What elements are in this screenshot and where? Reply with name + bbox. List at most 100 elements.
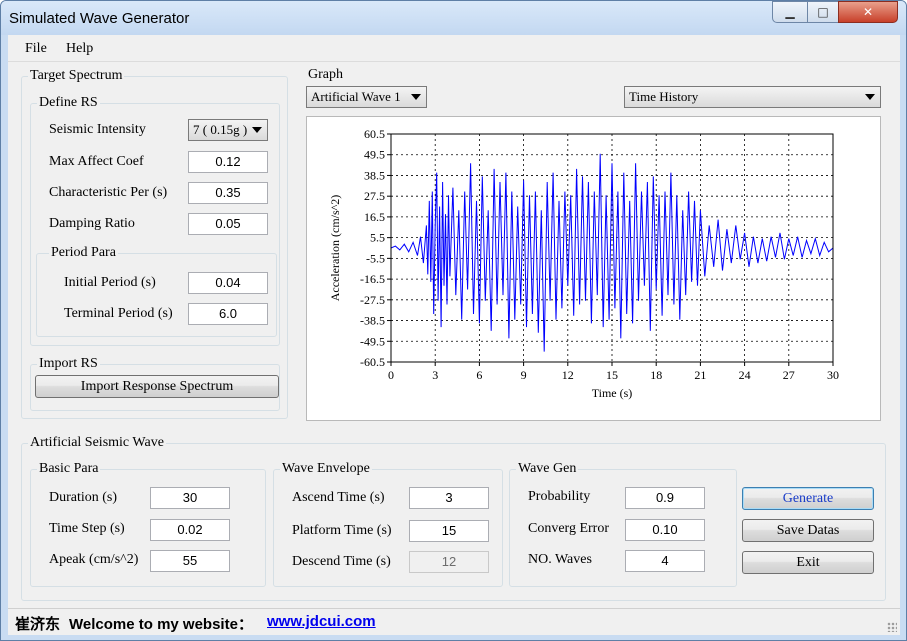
x-axis-label: Time (s)	[592, 386, 633, 400]
x-tick-label: 21	[694, 368, 706, 382]
x-tick-label: 3	[432, 368, 438, 382]
duration-field[interactable]: 30	[150, 487, 230, 509]
x-tick-label: 9	[521, 368, 527, 382]
y-tick-label: 49.5	[364, 148, 385, 162]
max-affect-coef-field[interactable]: 0.12	[188, 151, 268, 173]
wave-select[interactable]: Artificial Wave 1	[306, 86, 427, 108]
time-step-label: Time Step (s)	[49, 521, 125, 536]
x-tick-label: 0	[388, 368, 394, 382]
characteristic-per-label: Characteristic Per (s)	[49, 185, 168, 200]
no-waves-field[interactable]: 4	[625, 550, 705, 572]
seismic-intensity-select[interactable]: 7 ( 0.15g )	[188, 119, 268, 141]
graph-title: Graph	[306, 67, 345, 83]
terminal-period-label: Terminal Period (s)	[64, 306, 173, 321]
exit-button[interactable]: Exit	[742, 551, 874, 574]
x-tick-label: 12	[562, 368, 574, 382]
minimize-button[interactable]: ▁	[772, 1, 808, 23]
characteristic-per-field[interactable]: 0.35	[188, 182, 268, 204]
maximize-button[interactable]: □	[807, 1, 839, 23]
close-icon: ✕	[862, 5, 874, 19]
y-tick-label: -5.5	[366, 251, 385, 265]
y-tick-label: -60.5	[360, 355, 385, 369]
descend-time-field: 12	[409, 551, 489, 573]
ascend-time-label: Ascend Time (s)	[292, 490, 385, 505]
max-affect-coef-label: Max Affect Coef	[49, 154, 144, 169]
platform-time-label: Platform Time (s)	[292, 523, 392, 538]
terminal-period-field[interactable]: 6.0	[188, 303, 268, 325]
view-select-value: Time History	[629, 89, 699, 104]
descend-time-label: Descend Time (s)	[292, 554, 391, 569]
wave-envelope-title: Wave Envelope	[280, 461, 372, 477]
initial-period-field[interactable]: 0.04	[188, 272, 268, 294]
wave-select-value: Artificial Wave 1	[311, 89, 401, 104]
artificial-wave-group: Artificial Seismic Wave Basic Para Durat…	[21, 435, 886, 601]
wave-gen-title: Wave Gen	[516, 461, 579, 477]
y-tick-label: 27.5	[364, 189, 385, 203]
y-tick-label: -27.5	[360, 293, 385, 307]
x-tick-label: 6	[476, 368, 482, 382]
title-bar[interactable]: Simulated Wave Generator ▁ □ ✕	[1, 1, 906, 35]
view-select[interactable]: Time History	[624, 86, 881, 108]
define-rs-group: Define RS Seismic Intensity 7 ( 0.15g ) …	[30, 95, 280, 346]
menu-file[interactable]: File	[25, 41, 47, 56]
import-rs-title: Import RS	[37, 356, 100, 372]
initial-period-label: Initial Period (s)	[64, 275, 156, 290]
damping-ratio-field[interactable]: 0.05	[188, 213, 268, 235]
y-axis-label: Acceleration (cm/s^2)	[328, 195, 342, 302]
graph-panel: 60.5 49.5 38.5 27.5 16.5 5.5 -5.5 -16.5 -27.5 -38…	[306, 116, 881, 421]
seismic-intensity-value: 7 ( 0.15g )	[193, 122, 248, 137]
seismic-intensity-label: Seismic Intensity	[49, 122, 146, 137]
y-tick-label: 38.5	[364, 168, 385, 182]
target-spectrum-group: Target Spectrum Define RS Seismic Intens…	[21, 68, 288, 419]
time-history-chart: 60.5 49.5 38.5 27.5 16.5 5.5 -5.5 -16.5 -27.5 -38…	[328, 127, 839, 400]
y-tick-label: -38.5	[360, 314, 385, 328]
apeak-label: Apeak (cm/s^2)	[49, 552, 139, 567]
plot-frame	[390, 133, 834, 363]
generate-button[interactable]: Generate	[742, 487, 874, 510]
y-tick-label: -49.5	[360, 334, 385, 348]
apeak-field[interactable]: 55	[150, 550, 230, 572]
wave-envelope-group: Wave Envelope Ascend Time (s) 3 Platform…	[273, 461, 503, 587]
period-para-group: Period Para Initial Period (s) 0.04 Term…	[36, 245, 277, 337]
close-button[interactable]: ✕	[838, 1, 898, 23]
menu-bar: File Help	[8, 35, 900, 62]
website-link[interactable]: www.jdcui.com	[267, 613, 376, 630]
y-tick-label: 5.5	[370, 231, 385, 245]
maximize-icon: □	[817, 5, 829, 19]
import-rs-group: Import RS Import Response Spectrum	[30, 356, 280, 411]
ascend-time-field[interactable]: 3	[409, 487, 489, 509]
no-waves-label: NO. Waves	[528, 552, 592, 567]
converg-error-field[interactable]: 0.10	[625, 519, 705, 541]
platform-time-field[interactable]: 15	[409, 520, 489, 542]
author-name: 崔济东	[15, 616, 61, 633]
basic-para-title: Basic Para	[37, 461, 101, 477]
x-tick-label: 27	[783, 368, 795, 382]
x-tick-label: 24	[739, 368, 751, 382]
import-response-spectrum-button[interactable]: Import Response Spectrum	[35, 375, 279, 398]
menu-help[interactable]: Help	[66, 41, 94, 56]
x-tick-label: 15	[606, 368, 618, 382]
client-area: File Help Target Spectrum Define RS Seis…	[8, 35, 900, 635]
y-tick-label: -16.5	[360, 272, 385, 286]
y-tick-label: 16.5	[364, 210, 385, 224]
y-tick-label: 60.5	[364, 127, 385, 141]
save-datas-button[interactable]: Save Datas	[742, 519, 874, 542]
artificial-wave-title: Artificial Seismic Wave	[28, 435, 166, 451]
target-spectrum-title: Target Spectrum	[28, 68, 125, 84]
converg-error-label: Converg Error	[528, 521, 609, 536]
basic-para-group: Basic Para Duration (s) 30 Time Step (s)…	[30, 461, 266, 587]
wave-gen-group: Wave Gen Probability 0.9 Converg Error 0…	[509, 461, 737, 587]
graph-group: Graph	[300, 67, 886, 424]
status-bar: 崔济东 Welcome to my website： www.jdcui.com	[8, 608, 900, 635]
resize-grip-icon[interactable]	[887, 622, 897, 632]
time-step-field[interactable]: 0.02	[150, 519, 230, 541]
x-tick-label: 18	[650, 368, 662, 382]
probability-label: Probability	[528, 489, 591, 504]
period-para-title: Period Para	[49, 245, 118, 261]
minimize-icon: ▁	[785, 5, 795, 19]
damping-ratio-label: Damping Ratio	[49, 216, 135, 231]
probability-field[interactable]: 0.9	[625, 487, 705, 509]
chevron-down-icon	[411, 94, 421, 100]
chevron-down-icon	[865, 94, 875, 100]
